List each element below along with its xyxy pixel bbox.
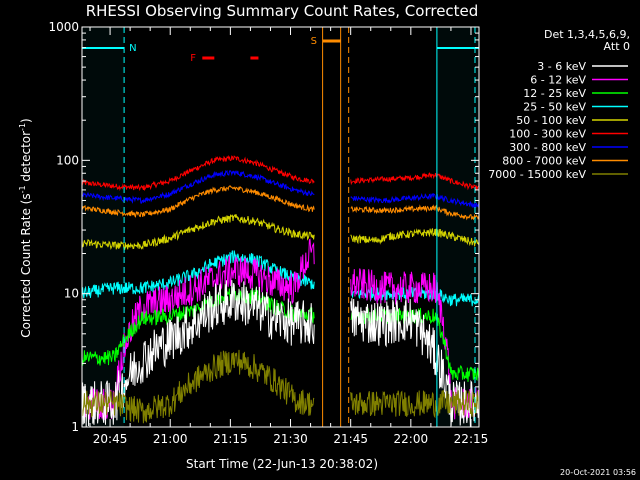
- legend-label-6: 300 - 800 keV: [509, 141, 586, 154]
- x-axis-label: Start Time (22-Jun-13 20:38:02): [186, 457, 378, 471]
- y-tick-label-3: 1000: [48, 20, 79, 34]
- flare-flag-label: F: [190, 53, 196, 64]
- y-axis-label-part2: detector: [19, 131, 33, 186]
- data-layer: [81, 27, 480, 427]
- y-axis-label-sup2: -1: [18, 123, 27, 131]
- x-tick-label-4: 21:45: [333, 432, 368, 446]
- legend-label-3: 25 - 50 keV: [523, 101, 586, 114]
- legend-label-1: 6 - 12 keV: [530, 74, 586, 87]
- series-trace-7-1: [350, 298, 480, 427]
- y-axis-label-part3: ): [19, 118, 33, 123]
- legend-label-2: 12 - 25 keV: [523, 87, 586, 100]
- legend-header-line1: Det 1,3,4,5,6,9,: [544, 28, 630, 41]
- y-axis: 1 10 100 1000: [48, 20, 479, 434]
- chart-title: RHESSI Observing Summary Count Rates, Co…: [86, 2, 479, 20]
- x-tick-label-1: 21:00: [153, 432, 188, 446]
- series-trace-0-0: [81, 155, 315, 192]
- series-trace-4-1: [350, 287, 480, 307]
- series-trace-1-0: [81, 169, 315, 204]
- series-trace-1-1: [350, 192, 480, 209]
- series-trace-5-1: [350, 268, 480, 420]
- x-axis: 20:45 21:00 21:15 21:30 21:45 22:00 22:15: [89, 27, 489, 446]
- x-tick-label-0: 20:45: [93, 432, 128, 446]
- night-flag-label: N: [129, 43, 136, 54]
- series-trace-5-0: [81, 238, 315, 421]
- y-axis-label: Corrected Count Rate (s-1 detector-1): [18, 118, 33, 337]
- legend-label-7: 800 - 7000 keV: [502, 155, 586, 168]
- y-tick-label-1: 10: [64, 287, 79, 301]
- y-tick-label-0: 1: [71, 420, 79, 434]
- timestamp: 20-Oct-2021 03:56: [560, 468, 636, 477]
- series-trace-2-1: [350, 204, 480, 221]
- series-trace-8-1: [350, 390, 480, 419]
- x-tick-label-6: 22:15: [454, 432, 489, 446]
- flags-layer: N S F: [82, 27, 479, 427]
- series-trace-2-0: [81, 185, 315, 218]
- series-trace-4-0: [81, 250, 315, 299]
- series-trace-0-1: [350, 172, 480, 191]
- legend-label-4: 50 - 100 keV: [516, 114, 586, 127]
- legend-header-line2: Att 0: [604, 40, 630, 53]
- night-shading-1: [436, 27, 479, 427]
- x-tick-label-2: 21:15: [213, 432, 248, 446]
- plot-frame: [81, 26, 480, 428]
- series-trace-8-0: [81, 349, 315, 424]
- y-axis-label-part1: Corrected Count Rate (s: [19, 193, 33, 337]
- x-tick-label-3: 21:30: [273, 432, 308, 446]
- legend-label-5: 100 - 300 keV: [509, 128, 586, 141]
- series-trace-3-0: [81, 213, 315, 251]
- legend-label-0: 3 - 6 keV: [537, 60, 586, 73]
- saa-flag-label: S: [311, 36, 317, 47]
- y-tick-label-2: 100: [56, 153, 79, 167]
- x-tick-label-5: 22:00: [394, 432, 429, 446]
- y-axis-label-sup1: -1: [18, 185, 27, 193]
- series-trace-3-1: [350, 228, 480, 247]
- legend-label-8: 7000 - 15000 keV: [488, 168, 586, 181]
